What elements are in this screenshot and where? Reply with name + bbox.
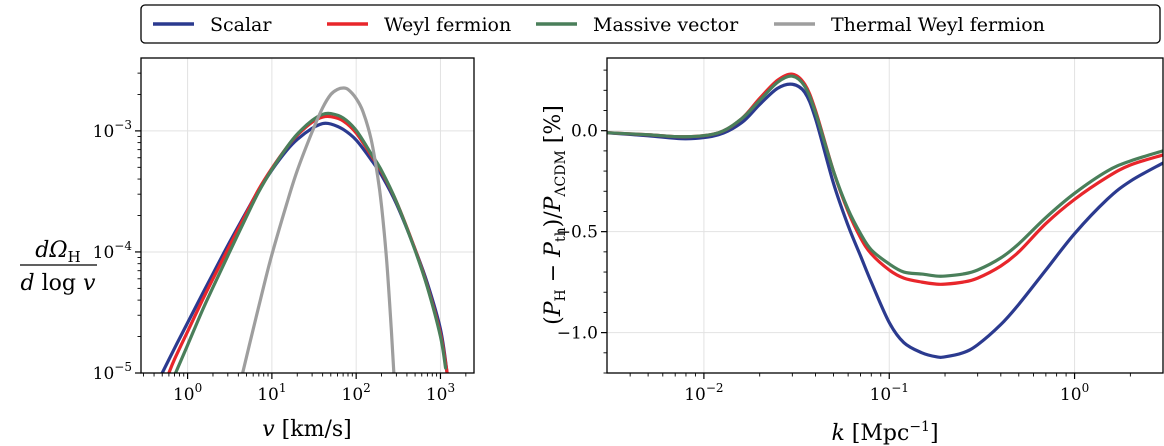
left-ticks: 100 101 102 103 10−5 10−4 10−3	[93, 72, 467, 405]
x-tick-label: 10−2	[684, 381, 723, 405]
legend: Scalar Weyl fermion Massive vector Thermal …	[140, 4, 1161, 44]
y-tick-label: 10−5	[93, 360, 132, 384]
y-tick-label: 10−4	[93, 239, 133, 263]
legend-frame	[140, 4, 1161, 44]
left-series	[160, 86, 449, 373]
series-line-massive-vector	[607, 74, 1163, 278]
series-line-thermal-weyl-fermion	[241, 86, 396, 373]
series-line-weyl-fermion	[607, 72, 1163, 287]
left-panel: 100 101 102 103 10−5 10−4 10−3 v [km/s] dΩH d …	[20, 57, 475, 442]
series-line-scalar	[607, 82, 1163, 359]
svg-text:d log v: d log v	[21, 271, 96, 296]
x-tick-label: 100	[1060, 381, 1089, 405]
legend-label-massive-vector: Massive vector	[593, 14, 739, 36]
legend-label-thermal-weyl-fermion: Thermal Weyl fermion	[831, 14, 1045, 36]
y-tick-label: −0.5	[557, 223, 598, 243]
right-axes-frame	[606, 57, 1164, 374]
right-grid	[607, 58, 1163, 373]
right-series	[607, 72, 1163, 359]
x-tick-label: 100	[173, 381, 202, 405]
legend-label-scalar: Scalar	[210, 14, 272, 36]
svg-text:dΩH: dΩH	[35, 238, 80, 266]
legend-label-weyl-fermion: Weyl fermion	[384, 14, 511, 36]
right-y-axis-label: (PH − Pth)/PΛCDM [%]	[541, 105, 569, 325]
y-tick-label: 10−3	[93, 118, 132, 142]
left-x-axis-label: v [km/s]	[262, 417, 352, 442]
right-x-axis-label: k [Mpc−1]	[831, 419, 938, 446]
x-tick-label: 101	[257, 381, 286, 405]
y-tick-label: 0.0	[571, 122, 598, 142]
right-ticks: 10−2 10−1 100 0.0 −0.5 −1.0	[557, 69, 1131, 405]
x-tick-label: 103	[426, 381, 455, 405]
y-tick-label: −1.0	[557, 324, 598, 344]
series-line-weyl-fermion	[167, 114, 449, 373]
right-panel: 10−2 10−1 100 0.0 −0.5 −1.0 k [Mpc−1] (PH − P…	[541, 57, 1164, 446]
x-tick-label: 102	[342, 381, 371, 405]
x-tick-label: 10−1	[870, 381, 909, 405]
series-line-massive-vector	[173, 111, 448, 373]
series-line-scalar	[160, 121, 449, 373]
left-y-axis-label: dΩH d log v	[20, 238, 97, 296]
